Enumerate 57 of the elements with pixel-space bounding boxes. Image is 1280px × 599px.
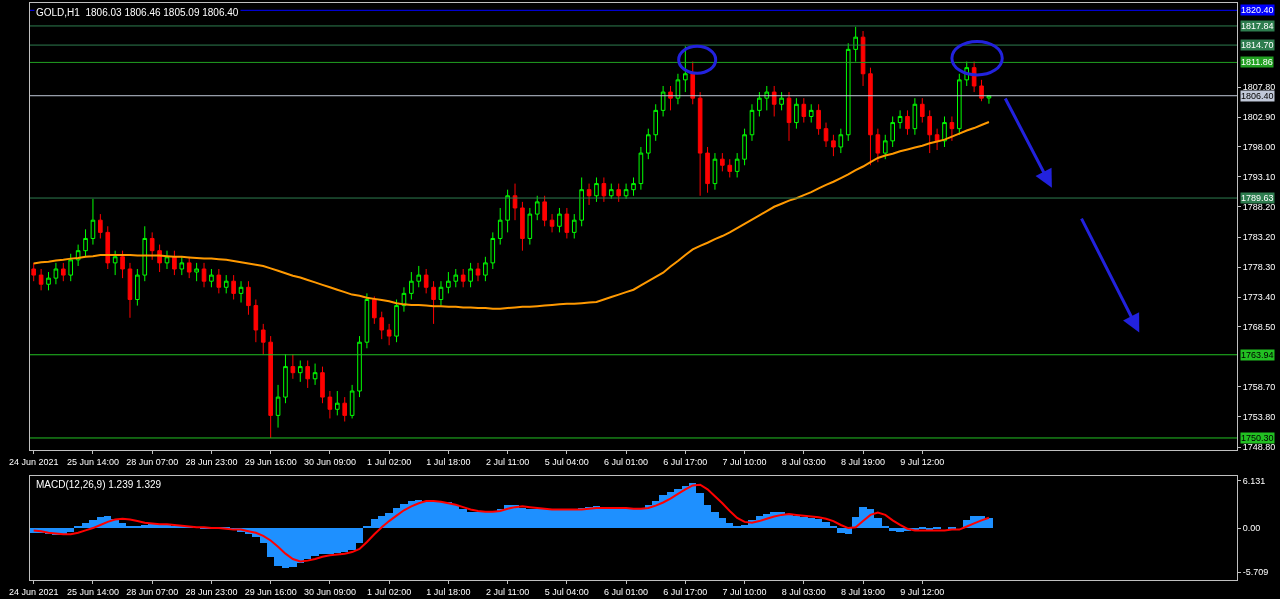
x-tick-label: 2 Jul 11:00 <box>485 456 530 467</box>
x-tick-label: 6 Jul 01:00 <box>604 456 649 467</box>
x-tick-label: 6 Jul 01:00 <box>604 586 649 597</box>
y-tick-label: 1793.10 <box>1242 172 1276 183</box>
x-tick-label: 8 Jul 19:00 <box>841 586 886 597</box>
x-tick-label: 30 Jun 09:00 <box>303 586 356 597</box>
y-tick-label: 1773.40 <box>1242 292 1276 303</box>
ref-line-label: 1820.40 <box>1241 5 1274 15</box>
x-tick-label: 24 Jun 2021 <box>8 586 59 597</box>
y-tick-label: 1753.80 <box>1242 411 1276 422</box>
x-tick-label: 1 Jul 18:00 <box>426 586 471 597</box>
x-tick-label: 28 Jun 23:00 <box>185 586 238 597</box>
x-tick-label: 2 Jul 11:00 <box>485 586 530 597</box>
x-tick-label: 28 Jun 23:00 <box>185 456 238 467</box>
ref-line-label: 1817.84 <box>1241 21 1274 31</box>
x-tick-label: 1 Jul 02:00 <box>367 456 412 467</box>
x-tick-label: 28 Jun 07:00 <box>126 586 179 597</box>
y-tick-label: 1748.80 <box>1242 442 1276 453</box>
x-tick-label: 24 Jun 2021 <box>8 456 59 467</box>
y-tick-label: 0.00 <box>1242 523 1261 534</box>
y-tick-label: 1798.00 <box>1242 142 1276 153</box>
ref-line-label: 1750.30 <box>1241 433 1274 443</box>
ref-line-label: 1814.70 <box>1241 40 1274 50</box>
x-tick-label: 5 Jul 04:00 <box>544 586 589 597</box>
x-tick-label: 8 Jul 19:00 <box>841 456 886 467</box>
x-tick-label: 29 Jun 16:00 <box>244 586 297 597</box>
ref-line-label: 1806.40 <box>1241 91 1274 101</box>
y-tick-label: 1788.20 <box>1242 201 1276 212</box>
y-tick-label: 1768.50 <box>1242 322 1276 333</box>
y-tick-label: -5.709 <box>1242 567 1269 578</box>
y-tick-label: 1783.20 <box>1242 232 1276 243</box>
annotation: GOLD,H1 1806.03 1806.46 1805.09 1806.40 <box>36 7 239 18</box>
ref-line-label: 1789.63 <box>1241 193 1274 203</box>
x-tick-label: 25 Jun 14:00 <box>66 586 119 597</box>
y-tick-label: 6.131 <box>1242 475 1266 486</box>
x-tick-label: 6 Jul 17:00 <box>663 456 708 467</box>
x-tick-label: 1 Jul 18:00 <box>426 456 471 467</box>
x-tick-label: 7 Jul 10:00 <box>722 456 767 467</box>
y-tick-label: 1758.70 <box>1242 381 1276 392</box>
x-tick-label: 8 Jul 03:00 <box>781 586 826 597</box>
y-tick-label: 1807.80 <box>1242 82 1276 93</box>
ref-line-label: 1811.86 <box>1241 57 1273 67</box>
ref-line-label: 1763.94 <box>1241 350 1274 360</box>
x-tick-label: 9 Jul 12:00 <box>900 456 945 467</box>
x-tick-label: 9 Jul 12:00 <box>900 586 945 597</box>
annotation: MACD(12,26,9) 1.239 1.329 <box>36 479 162 490</box>
x-tick-label: 7 Jul 10:00 <box>722 586 767 597</box>
x-tick-label: 30 Jun 09:00 <box>303 456 356 467</box>
x-tick-label: 29 Jun 16:00 <box>244 456 297 467</box>
y-tick-label: 1802.90 <box>1242 112 1276 123</box>
y-tick-label: 1778.30 <box>1242 262 1276 273</box>
x-tick-label: 28 Jun 07:00 <box>126 456 179 467</box>
x-tick-label: 1 Jul 02:00 <box>367 586 412 597</box>
x-tick-label: 5 Jul 04:00 <box>544 456 589 467</box>
x-tick-label: 25 Jun 14:00 <box>66 456 119 467</box>
x-tick-label: 8 Jul 03:00 <box>781 456 826 467</box>
x-tick-label: 6 Jul 17:00 <box>663 586 708 597</box>
